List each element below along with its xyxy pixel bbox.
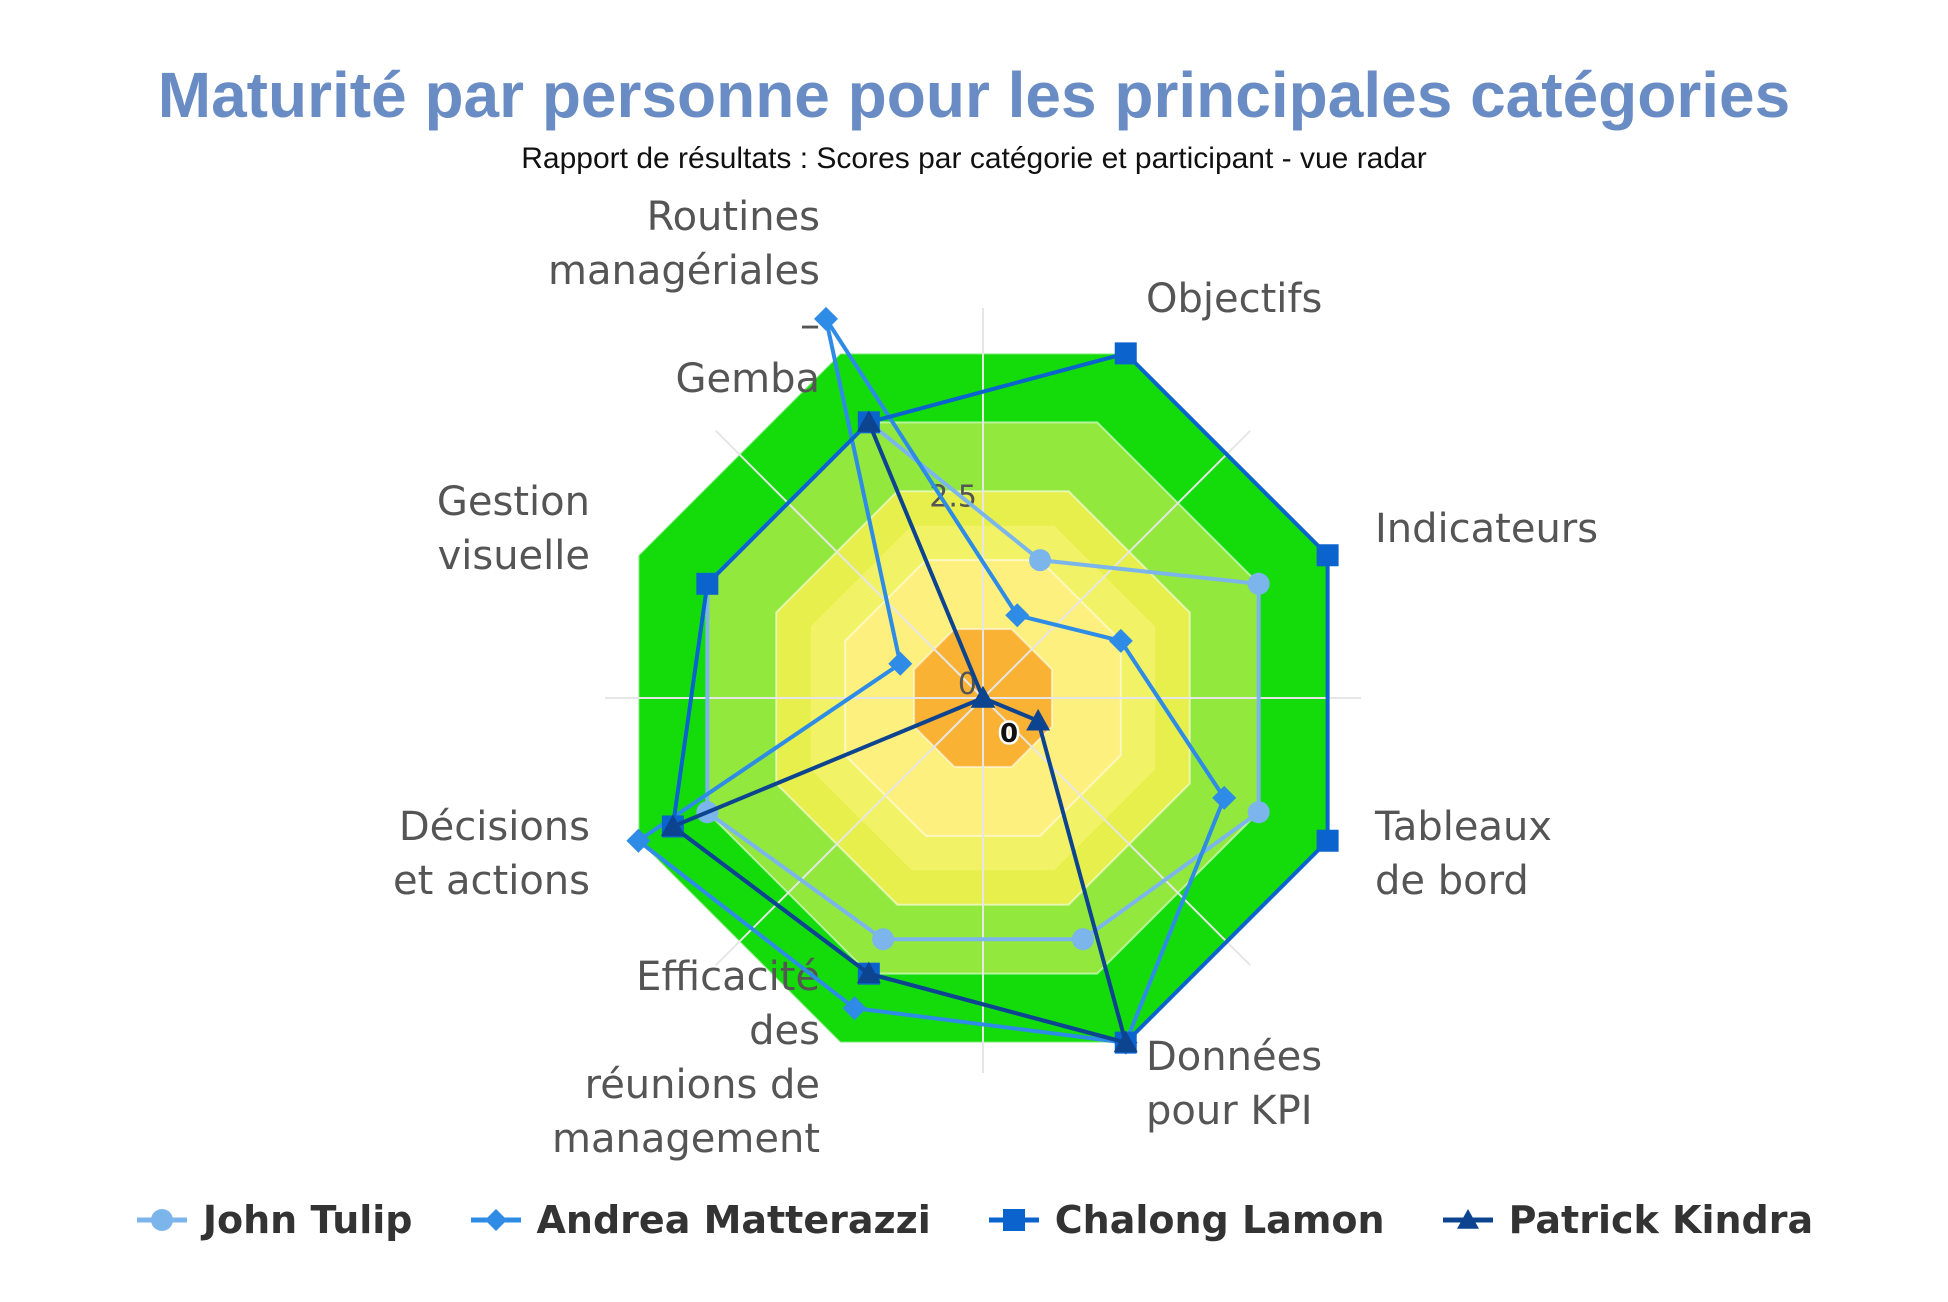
- data-label: 0: [1000, 719, 1018, 749]
- legend-item[interactable]: Andrea Matterazzi: [469, 1198, 931, 1242]
- data-point[interactable]: [1071, 928, 1094, 951]
- category-label-line: Routines: [647, 194, 820, 240]
- grid-ring: [913, 628, 1053, 768]
- category-label-line: Objectifs: [1146, 276, 1322, 322]
- data-point[interactable]: [1108, 628, 1133, 653]
- data-point[interactable]: [813, 306, 838, 331]
- grid-line-diagonal: [982, 697, 1251, 966]
- category-label: Efficacité des réunions de management: [552, 954, 820, 1162]
- category-label-line: management: [552, 1116, 820, 1162]
- category-label-line: et actions: [393, 858, 590, 904]
- diamond-marker-icon: [470, 1209, 521, 1231]
- grid-line-diagonal: [715, 430, 984, 699]
- data-point[interactable]: [1113, 1030, 1138, 1053]
- data-point[interactable]: [1026, 708, 1051, 731]
- legend-label: Chalong Lamon: [1054, 1198, 1385, 1242]
- series-andrea-matterazzi: [626, 306, 1237, 1055]
- chart-subtitle: Rapport de résultats : Scores par catégo…: [521, 142, 1427, 175]
- chart-title: Maturité par personne pour les principal…: [157, 59, 1791, 131]
- category-label: Objectifs: [1146, 276, 1322, 322]
- category-label-line: managériales: [548, 248, 820, 294]
- legend-label: Andrea Matterazzi: [536, 1198, 931, 1242]
- series-patrick-kindra: [660, 410, 1138, 1053]
- data-point[interactable]: [1212, 785, 1237, 810]
- category-label-line: Gemba: [676, 356, 820, 402]
- category-label-line: Indicateurs: [1375, 506, 1598, 552]
- category-label: Gestion visuelle: [437, 479, 590, 579]
- grid-line-diagonal: [982, 430, 1251, 699]
- category-label-line: Efficacité: [636, 954, 820, 1000]
- data-point[interactable]: [1029, 549, 1052, 572]
- triangle-marker-icon: [1442, 1209, 1493, 1229]
- category-label: Indicateurs: [1375, 506, 1598, 552]
- data-point[interactable]: [1247, 572, 1270, 595]
- legend-label: Patrick Kindra: [1508, 1198, 1814, 1242]
- data-point[interactable]: [842, 996, 867, 1021]
- category-label-line: Gestion: [437, 479, 590, 525]
- category-label: Décisions et actions: [393, 804, 590, 904]
- radar-chart: 0 2.5 Objectifs Indicateurs Tableaux de bord D…: [393, 194, 1598, 1162]
- circle-marker-icon: [136, 1209, 187, 1231]
- data-point[interactable]: [888, 651, 913, 676]
- category-label-line: Décisions: [399, 804, 590, 850]
- data-point[interactable]: [1005, 603, 1030, 628]
- legend: John Tulip Andrea Matterazzi Chalong Lamon…: [0, 1190, 1948, 1250]
- data-point[interactable]: [971, 686, 995, 708]
- category-label-line: de bord: [1375, 858, 1529, 904]
- category-label-line: des: [749, 1008, 820, 1054]
- category-label-line: réunions de: [585, 1062, 820, 1108]
- grid-ring: [844, 559, 1122, 837]
- data-point[interactable]: [1114, 342, 1137, 365]
- category-label-line: Tableaux: [1374, 804, 1552, 850]
- data-point[interactable]: [856, 410, 881, 432]
- grid-line-diagonal: [715, 697, 984, 966]
- legend-item[interactable]: Patrick Kindra: [1441, 1198, 1814, 1242]
- data-point[interactable]: [1316, 544, 1339, 567]
- category-label: Tableaux de bord: [1374, 804, 1552, 904]
- legend-label: John Tulip: [202, 1198, 413, 1242]
- category-label: Données pour KPI: [1146, 1034, 1322, 1134]
- tick-label: 2.5: [929, 480, 977, 515]
- series-line: [670, 420, 1128, 1045]
- category-label-line: pour KPI: [1146, 1088, 1313, 1134]
- legend-item[interactable]: Chalong Lamon: [987, 1198, 1385, 1242]
- category-label-line: visuelle: [438, 533, 590, 579]
- data-point[interactable]: [1247, 801, 1270, 824]
- data-point[interactable]: [1316, 829, 1339, 852]
- category-label-line: –: [800, 302, 820, 348]
- data-point[interactable]: [872, 928, 895, 951]
- category-label: Routines managériales – Gemba: [548, 194, 820, 402]
- data-point[interactable]: [626, 828, 651, 853]
- grid-ring: [775, 490, 1191, 906]
- legend-item[interactable]: John Tulip: [135, 1198, 413, 1242]
- data-point[interactable]: [660, 814, 685, 837]
- data-point[interactable]: [856, 961, 881, 984]
- data-point[interactable]: [696, 572, 719, 595]
- square-marker-icon: [988, 1209, 1039, 1231]
- category-label-line: Données: [1146, 1034, 1322, 1080]
